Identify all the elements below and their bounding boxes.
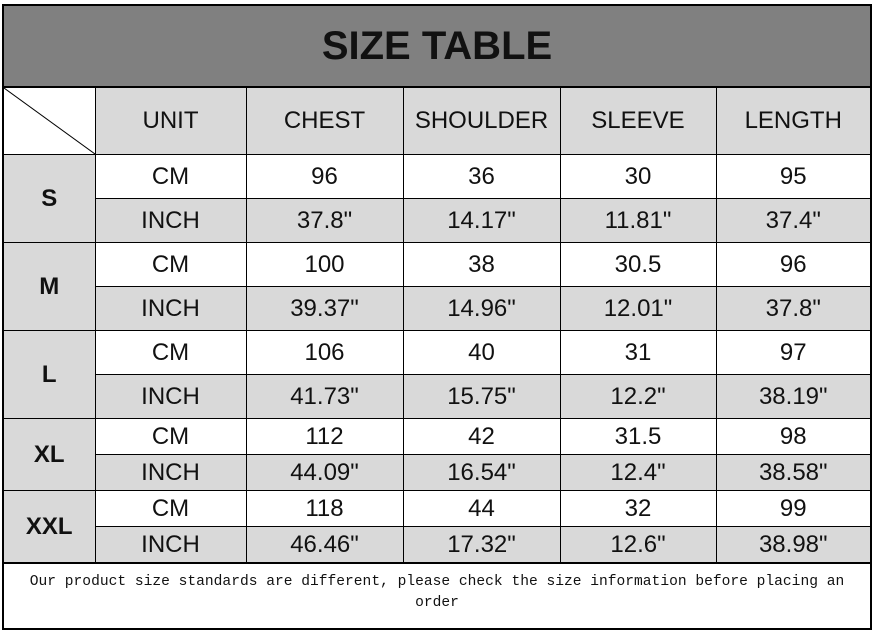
measurement-cell: 37.8" bbox=[245, 198, 404, 243]
table-row: L CM 106 40 31 97 bbox=[4, 330, 870, 419]
measurement-cell: 39.37" bbox=[245, 286, 404, 331]
size-label: XXL bbox=[4, 490, 96, 563]
measurement-cell: 96 bbox=[245, 154, 404, 199]
size-table-document: SIZE TABLE UNIT CHEST SHOULDER SLEEVE LE… bbox=[2, 4, 872, 630]
unit-cell: CM bbox=[94, 418, 247, 455]
size-table: UNIT CHEST SHOULDER SLEEVE LENGTH S CM 96 3… bbox=[4, 87, 870, 563]
measurement-cell: 38.98" bbox=[715, 526, 870, 563]
size-label: M bbox=[4, 242, 96, 331]
measurement-cell: 32 bbox=[559, 490, 717, 527]
measurement-cell: 38.58" bbox=[715, 454, 870, 491]
footer-line-1: Our product size standards are different… bbox=[29, 574, 845, 590]
measurement-cell: 118 bbox=[245, 490, 404, 527]
measurement-cell: 100 bbox=[245, 242, 404, 287]
table-row: INCH 44.09" 16.54" 12.4" 38.58" bbox=[4, 454, 870, 491]
measurement-cell: 11.81" bbox=[559, 198, 717, 243]
measurement-cell: 46.46" bbox=[245, 526, 404, 563]
footer-line-2: order bbox=[415, 595, 459, 611]
measurement-cell: 98 bbox=[715, 418, 870, 455]
measurement-cell: 15.75" bbox=[402, 374, 561, 419]
unit-cell: INCH bbox=[95, 286, 247, 331]
measurement-cell: 16.54" bbox=[402, 454, 561, 491]
unit-cell: INCH bbox=[95, 198, 247, 243]
table-row: M CM 100 38 30.5 96 bbox=[4, 242, 870, 331]
table-row: INCH 41.73" 15.75" 12.2" 38.19" bbox=[4, 374, 870, 419]
header-unit: UNIT bbox=[94, 87, 247, 155]
diagonal-line bbox=[4, 88, 95, 154]
measurement-cell: 12.2" bbox=[559, 374, 717, 419]
measurement-cell: 95 bbox=[715, 154, 870, 199]
measurement-cell: 12.6" bbox=[559, 526, 717, 563]
measurement-cell: 36 bbox=[402, 154, 561, 199]
unit-cell: INCH bbox=[95, 454, 247, 491]
measurement-cell: 12.01" bbox=[559, 286, 717, 331]
measurement-cell: 106 bbox=[245, 330, 404, 375]
measurement-cell: 14.17" bbox=[402, 198, 561, 243]
header-shoulder: SHOULDER bbox=[402, 87, 561, 155]
table-row: XL CM 112 42 31.5 98 bbox=[4, 418, 870, 491]
header-length: LENGTH bbox=[715, 87, 870, 155]
header-chest: CHEST bbox=[245, 87, 404, 155]
unit-cell: CM bbox=[94, 154, 247, 199]
measurement-cell: 17.32" bbox=[402, 526, 561, 563]
header-row: UNIT CHEST SHOULDER SLEEVE LENGTH bbox=[4, 87, 870, 155]
measurement-cell: 37.4" bbox=[715, 198, 870, 243]
measurement-cell: 37.8" bbox=[715, 286, 870, 331]
measurement-cell: 30.5 bbox=[559, 242, 717, 287]
unit-cell: CM bbox=[94, 490, 247, 527]
page-title: SIZE TABLE bbox=[4, 6, 870, 87]
diagonal-corner-cell bbox=[4, 87, 96, 155]
measurement-cell: 31.5 bbox=[559, 418, 717, 455]
table-row: S CM 96 36 30 95 bbox=[4, 154, 870, 243]
unit-cell: CM bbox=[94, 330, 247, 375]
measurement-cell: 44.09" bbox=[245, 454, 404, 491]
measurement-cell: 14.96" bbox=[402, 286, 561, 331]
measurement-cell: 12.4" bbox=[559, 454, 717, 491]
size-label: XL bbox=[4, 418, 96, 491]
measurement-cell: 99 bbox=[715, 490, 870, 527]
unit-cell: INCH bbox=[95, 374, 247, 419]
measurement-cell: 40 bbox=[402, 330, 561, 375]
measurement-cell: 38 bbox=[402, 242, 561, 287]
measurement-cell: 112 bbox=[245, 418, 404, 455]
size-label: L bbox=[4, 330, 96, 419]
measurement-cell: 38.19" bbox=[715, 374, 870, 419]
measurement-cell: 31 bbox=[559, 330, 717, 375]
footer-note: Our product size standards are different… bbox=[4, 563, 870, 631]
measurement-cell: 96 bbox=[715, 242, 870, 287]
unit-cell: CM bbox=[94, 242, 247, 287]
measurement-cell: 42 bbox=[402, 418, 561, 455]
measurement-cell: 30 bbox=[559, 154, 717, 199]
table-row: INCH 37.8" 14.17" 11.81" 37.4" bbox=[4, 198, 870, 243]
size-label: S bbox=[4, 154, 96, 243]
table-row: INCH 39.37" 14.96" 12.01" 37.8" bbox=[4, 286, 870, 331]
measurement-cell: 44 bbox=[402, 490, 561, 527]
table-row: XXL CM 118 44 32 99 bbox=[4, 490, 870, 563]
unit-cell: INCH bbox=[95, 526, 247, 563]
measurement-cell: 41.73" bbox=[245, 374, 404, 419]
table-row: INCH 46.46" 17.32" 12.6" 38.98" bbox=[4, 526, 870, 563]
measurement-cell: 97 bbox=[715, 330, 870, 375]
header-sleeve: SLEEVE bbox=[559, 87, 717, 155]
